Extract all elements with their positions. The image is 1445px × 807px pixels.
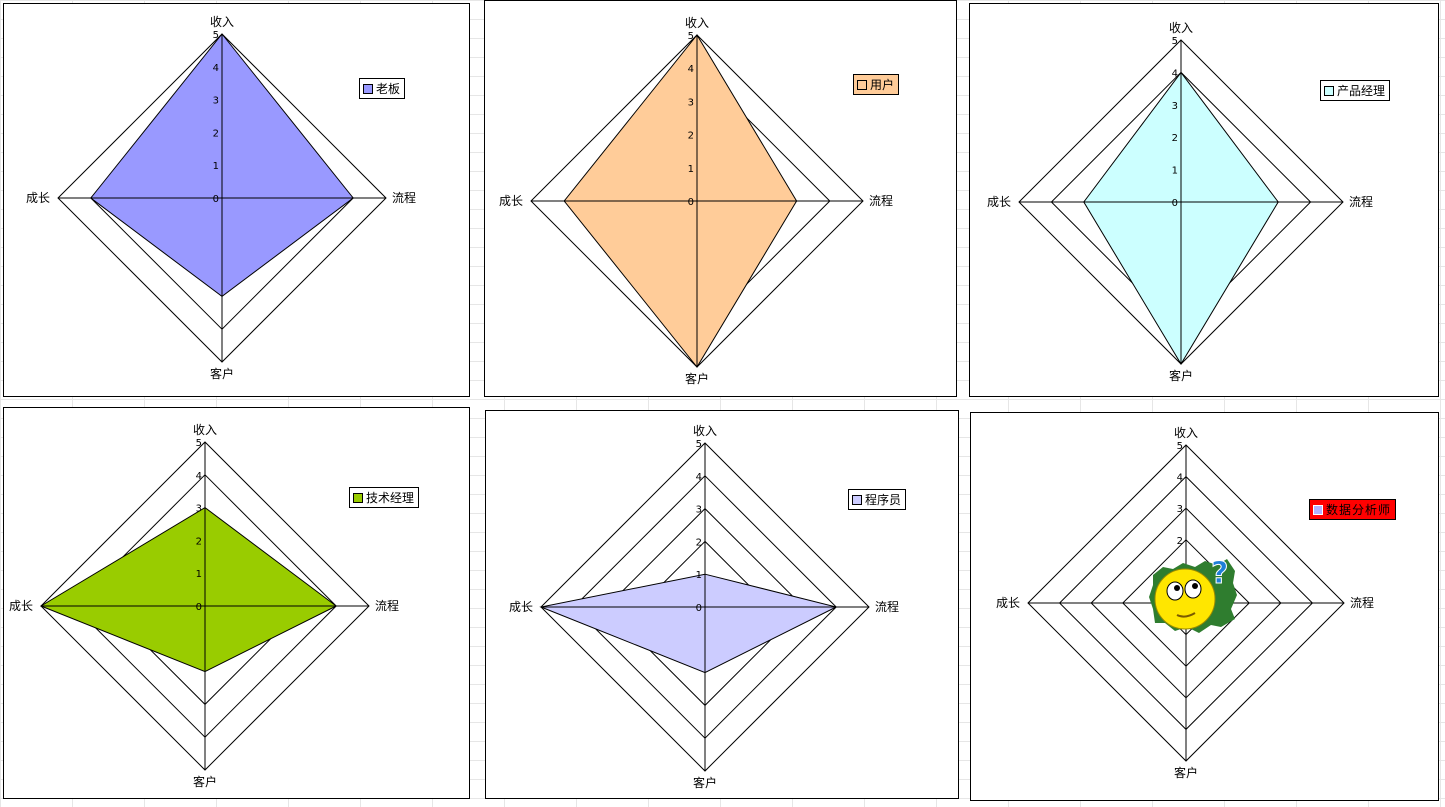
tick-label: 0 <box>1172 198 1178 209</box>
tick-label: 4 <box>696 472 702 483</box>
tick-label: 5 <box>696 439 702 450</box>
tick-label: 1 <box>696 570 702 581</box>
category-label: 收入 <box>193 423 217 437</box>
category-label: 成长 <box>499 194 523 208</box>
tick-label: 0 <box>213 194 219 205</box>
tick-label: 0 <box>196 602 202 613</box>
legend-swatch <box>852 494 862 505</box>
category-label: 收入 <box>685 16 709 30</box>
series-area-技术经理 <box>39 506 338 673</box>
category-label: 成长 <box>509 600 533 614</box>
category-label: 流程 <box>869 193 893 208</box>
legend: 产品经理 <box>1320 80 1391 101</box>
category-label: 流程 <box>1349 194 1373 209</box>
tick-label: 5 <box>196 438 202 449</box>
legend-label: 技术经理 <box>366 491 415 505</box>
legend: 数据分析师 <box>1309 499 1397 520</box>
tick-label: 0 <box>688 197 694 208</box>
legend-swatch <box>353 492 363 503</box>
category-label: 客户 <box>1169 368 1193 383</box>
category-label: 收入 <box>1169 21 1193 35</box>
category-label: 流程 <box>1350 595 1374 610</box>
category-label: 客户 <box>693 775 717 790</box>
category-label: 成长 <box>26 191 50 205</box>
tick-label: 0 <box>696 603 702 614</box>
tick-label: 2 <box>213 128 219 139</box>
category-label: 流程 <box>392 190 416 205</box>
tick-label: 3 <box>1172 101 1178 112</box>
chart-panel-tech: 0 1 2 3 4 5 收入流程客户 成长 技术经理 <box>3 407 470 799</box>
tick-label: 3 <box>196 504 202 515</box>
tick-label: 1 <box>688 164 694 175</box>
tick-label: 4 <box>1172 68 1178 79</box>
tick-label: 5 <box>688 31 694 42</box>
category-label: 收入 <box>210 15 234 29</box>
tick-label: 2 <box>1177 536 1183 547</box>
legend: 技术经理 <box>349 487 420 508</box>
legend-label: 产品经理 <box>1337 84 1386 98</box>
tick-label: 2 <box>196 536 202 547</box>
tick-label: 1 <box>196 569 202 580</box>
category-label: 流程 <box>875 599 899 614</box>
legend-label: 程序员 <box>865 493 902 507</box>
tick-label: 4 <box>688 64 694 75</box>
tick-label: 3 <box>213 96 219 107</box>
tick-label: 3 <box>688 97 694 108</box>
legend-swatch <box>1324 85 1334 96</box>
tick-label: 4 <box>213 63 219 74</box>
chart-panel-user: 0 1 2 3 4 5 收入流程客户 成长 用户 <box>484 0 957 397</box>
category-label: 流程 <box>375 598 399 613</box>
legend-swatch <box>857 79 867 90</box>
legend-label: 老板 <box>376 82 401 96</box>
tick-label: 1 <box>1172 166 1178 177</box>
category-label: 收入 <box>693 424 717 438</box>
legend: 老板 <box>359 78 406 99</box>
tick-label: 4 <box>196 471 202 482</box>
category-label: 客户 <box>193 774 217 789</box>
category-label: 收入 <box>1174 426 1198 440</box>
category-label: 成长 <box>9 599 33 613</box>
legend-label: 用户 <box>870 78 895 92</box>
tick-label: 2 <box>688 131 694 142</box>
tick-label: 1 <box>213 161 219 172</box>
category-label: 客户 <box>685 371 709 386</box>
tick-label: 5 <box>1177 441 1183 452</box>
category-label: 成长 <box>987 195 1011 209</box>
category-label: 客户 <box>210 366 234 381</box>
tick-label: 4 <box>1177 473 1183 484</box>
tick-label: 5 <box>213 30 219 41</box>
category-label: 成长 <box>996 596 1020 610</box>
legend-label: 数据分析师 <box>1326 503 1392 517</box>
legend-swatch <box>1313 504 1323 515</box>
chart-panel-dev: 0 1 2 3 4 5 收入流程客户 成长 程序员 <box>485 410 959 799</box>
legend-swatch <box>363 83 373 94</box>
legend: 用户 <box>853 74 900 95</box>
chart-panel-boss: 0 1 2 3 4 5 收入流程客户 成长 老板 <box>3 3 470 397</box>
tick-label: 2 <box>696 537 702 548</box>
chart-panel-pm: 0 1 2 3 4 5 收入流程客户 成长 产品经理 <box>969 3 1439 397</box>
confused-smiley-icon: ? <box>1149 556 1237 633</box>
category-label: 客户 <box>1174 765 1198 780</box>
question-mark-text: ? <box>1211 556 1228 591</box>
tick-label: 2 <box>1172 133 1178 144</box>
series-area-程序员 <box>539 573 838 674</box>
tick-label: 3 <box>696 505 702 516</box>
legend: 程序员 <box>848 489 907 510</box>
tick-label: 3 <box>1177 504 1183 515</box>
tick-label: 5 <box>1172 36 1178 47</box>
